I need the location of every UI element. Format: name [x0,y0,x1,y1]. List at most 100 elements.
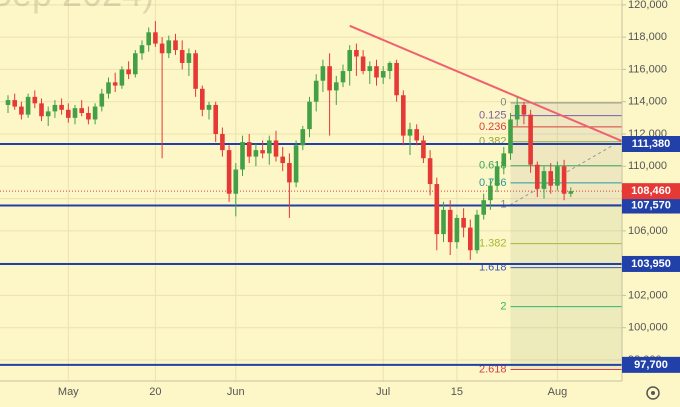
candle-body [52,104,58,112]
candle-body [287,163,292,183]
candle-body [226,150,232,194]
candle-body [474,214,480,251]
candle-body [488,185,493,201]
candle-body [213,104,218,134]
candle-body [72,108,78,118]
fib-label: 2 [500,300,506,312]
candle-body [280,156,285,164]
level-label-box [622,356,680,373]
candle-body [561,166,567,194]
candle-body [307,101,312,130]
level-label: 103,950 [631,258,671,270]
candle-body [39,103,44,117]
candle-body [394,62,399,96]
candle-body [273,140,279,157]
candle-body [106,82,111,94]
fib-label: 0.382 [479,136,507,148]
fib-label: 0.125 [479,109,507,121]
fib-label: 0.786 [479,177,507,189]
candle-body [139,45,145,54]
candle-body [173,40,178,51]
candle-body [320,66,326,81]
candle-body [401,95,406,136]
candle-body [421,140,426,159]
candle-body [133,53,138,75]
fib-zone [510,126,622,142]
candle-body [387,62,393,72]
candle-body [119,69,125,86]
fib-label: 2.618 [479,363,507,375]
candles [5,20,574,260]
y-tick-label: 116,000 [628,63,667,75]
fib-label: 0 [500,97,506,109]
candle-body [159,43,165,54]
trendline [349,24,625,143]
candle-body [240,142,245,170]
level-label: 107,570 [631,199,671,211]
y-tick-label: 110,000 [628,160,667,172]
candle-body [166,40,172,54]
level-label: 97,700 [634,359,668,371]
level-label: 111,380 [632,138,671,150]
candle-body [193,53,198,89]
candle-body [5,100,11,105]
candle-body [92,106,98,120]
fib-zone [510,141,622,166]
candle-body [454,217,460,243]
candle-body [86,113,91,120]
candle-body [220,133,225,151]
settings-icon[interactable] [646,386,660,400]
y-tick-label: 100,000 [628,322,668,334]
candle-body [528,114,533,165]
candle-body [126,69,131,75]
candle-body [434,184,440,235]
fib-zone [510,267,622,307]
candle-body [293,145,299,183]
candle-body [481,200,486,215]
candle-body [555,166,560,186]
candle-body [206,104,212,110]
candle-body [521,104,527,115]
x-tick-label: Jul [376,386,390,398]
settings-gear[interactable] [646,386,660,400]
x-tick-label: Jun [227,386,245,398]
candle-body [508,119,513,154]
candle-body [112,82,118,86]
x-tick-label: Aug [548,386,568,398]
y-tick-label: 114,000 [628,96,667,108]
y-tick-label: 118,000 [628,31,667,43]
candle-body [313,80,319,102]
candle-body [267,140,272,154]
candle-body [568,191,574,194]
candle-body [501,153,507,167]
candle-body [66,109,71,118]
candle-body [541,171,547,189]
candle-body [200,88,205,110]
candle-body [535,164,540,189]
candle-body [260,150,265,154]
fib-label: 1.382 [479,238,507,250]
candle-body [246,142,252,157]
candle-body [45,111,51,117]
settings-gear-center[interactable] [651,391,655,395]
candle-body [233,169,239,194]
candle-body [99,93,105,107]
candle-body [300,129,306,146]
candle-body [461,217,466,228]
candle-body [367,66,373,72]
level-label-box [622,136,680,153]
fib-label: 0.618 [479,160,507,172]
fib-zone [510,306,622,370]
candle-body [32,96,38,104]
candle-body [494,166,500,186]
candle-body [380,71,386,78]
fib-zone [510,204,622,244]
candle-body [548,171,553,186]
watermark: Sep 2024) [0,0,154,14]
candle-body [447,209,453,243]
levels [0,24,625,366]
candle-body [414,129,419,141]
